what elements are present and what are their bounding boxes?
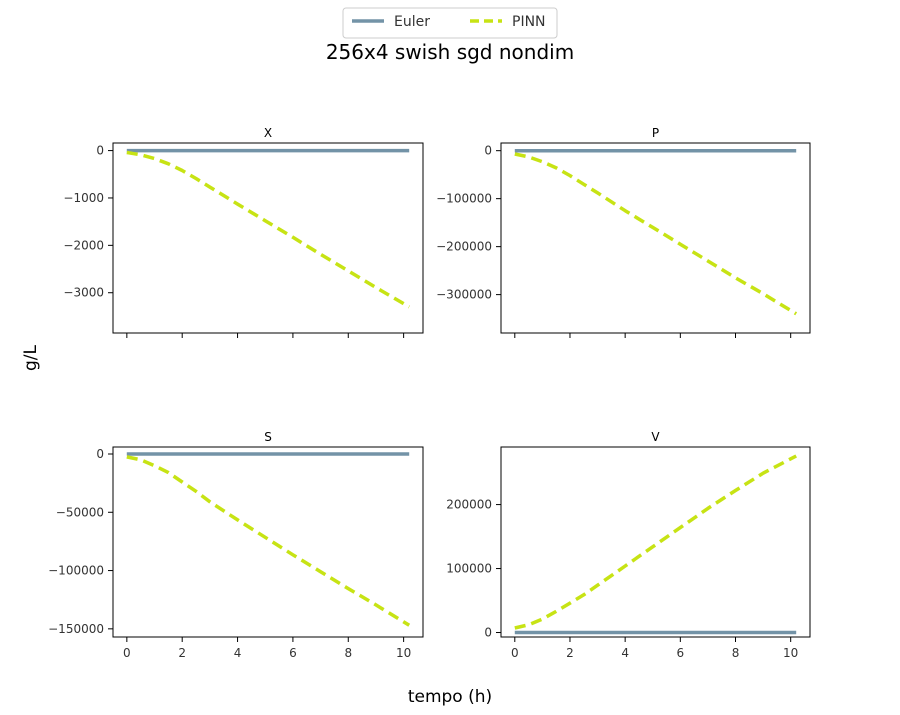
panel-title-v: V xyxy=(651,430,660,444)
series-line-pinn-v xyxy=(514,454,798,630)
y-tick-label-s-0: 0 xyxy=(96,447,104,461)
y-tick-label-x-3: −3000 xyxy=(63,286,104,300)
x-tick-label-s-1: 2 xyxy=(178,646,186,660)
y-tick-label-x-1: −1000 xyxy=(63,191,104,205)
x-tick-label-v-5: 10 xyxy=(783,646,798,660)
y-tick-label-v-0: 0 xyxy=(484,626,492,640)
y-tick-label-p-3: −300000 xyxy=(436,288,492,302)
y-tick-label-v-2: 200000 xyxy=(446,498,492,512)
axes-frame-s xyxy=(112,446,424,638)
figure-xlabel: tempo (h) xyxy=(408,687,492,707)
x-tick-label-s-4: 8 xyxy=(344,646,352,660)
panel-x: X 0 −1000 −2000 −3000 xyxy=(63,126,424,338)
x-tick-label-s-2: 4 xyxy=(234,646,242,660)
y-tick-label-s-3: −150000 xyxy=(48,622,104,636)
panel-title-p: P xyxy=(652,126,659,140)
y-tick-label-v-1: 100000 xyxy=(446,562,492,576)
x-tick-label-s-0: 0 xyxy=(123,646,131,660)
panel-v: V 0 2 4 6 8 10 0 100000 200000 xyxy=(446,430,811,660)
series-line-pinn-p xyxy=(514,152,798,316)
x-tick-label-s-3: 6 xyxy=(289,646,297,660)
x-tick-label-s-5: 10 xyxy=(396,646,411,660)
axes-frame-v xyxy=(500,446,811,638)
y-tick-label-p-0: 0 xyxy=(484,144,492,158)
legend: Euler PINN xyxy=(342,7,558,39)
y-tick-label-x-0: 0 xyxy=(96,144,104,158)
figure-title: 256x4 swish sgd nondim xyxy=(326,40,574,64)
y-tick-label-s-1: −50000 xyxy=(56,505,104,519)
x-tick-label-v-1: 2 xyxy=(566,646,574,660)
figure-ylabel: g/L xyxy=(21,344,41,371)
legend-frame xyxy=(342,7,558,39)
x-tick-label-v-2: 4 xyxy=(621,646,629,660)
x-tick-label-v-4: 8 xyxy=(732,646,740,660)
panel-title-s: S xyxy=(264,430,272,444)
axes-frame-x xyxy=(112,142,424,334)
x-tick-label-v-0: 0 xyxy=(511,646,519,660)
x-tick-label-v-3: 6 xyxy=(677,646,685,660)
panel-title-x: X xyxy=(264,126,272,140)
panel-s: S 0 2 4 6 8 10 0 −50000 −100000 −150000 xyxy=(48,430,424,660)
axes-frame-p xyxy=(500,142,811,334)
panel-p: P 0 −100000 −200000 −300000 xyxy=(436,126,811,338)
legend-label-euler: Euler xyxy=(394,14,430,30)
y-tick-label-x-2: −2000 xyxy=(63,238,104,252)
legend-label-pinn: PINN xyxy=(512,14,546,30)
series-line-pinn-s xyxy=(126,455,411,627)
y-tick-label-p-1: −100000 xyxy=(436,192,492,206)
y-tick-label-s-2: −100000 xyxy=(48,564,104,578)
y-tick-label-p-2: −200000 xyxy=(436,240,492,254)
series-line-pinn-x xyxy=(126,150,411,309)
